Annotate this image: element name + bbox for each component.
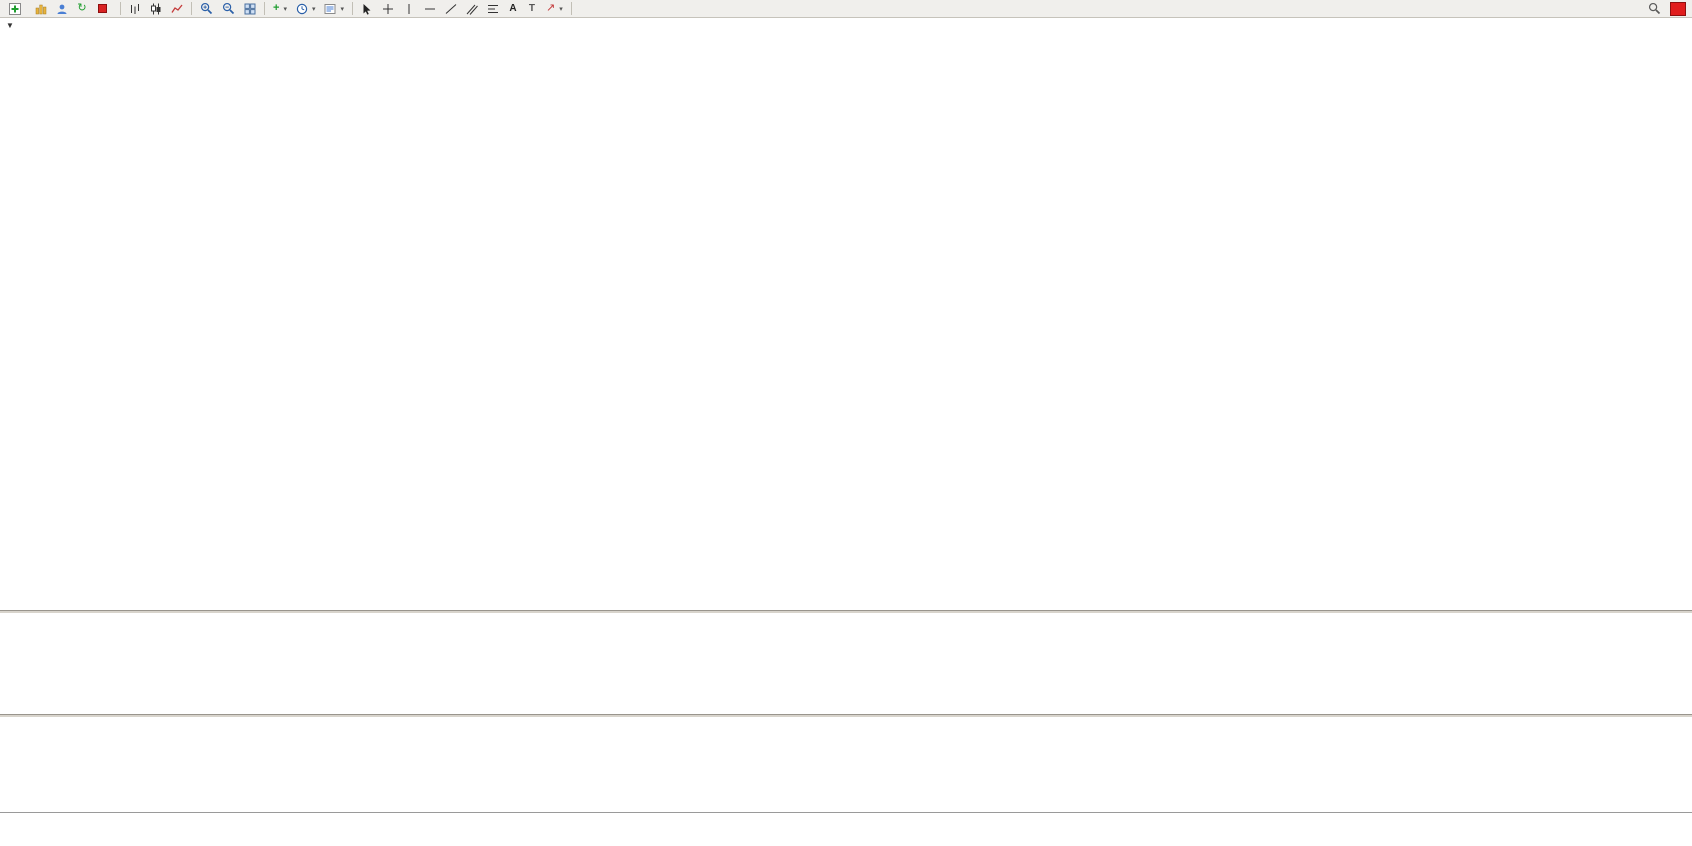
line-chart-type-button[interactable] — [167, 1, 187, 17]
market-watch-button[interactable] — [52, 1, 72, 17]
candlestick-chart-type-icon — [151, 3, 161, 14]
fibonacci-icon — [487, 4, 498, 13]
template-icon — [324, 3, 336, 14]
cursor-tool-button[interactable] — [357, 1, 377, 17]
zoom-in-button[interactable] — [196, 1, 217, 17]
trendline-icon — [445, 3, 457, 14]
zoom-in-icon — [200, 2, 213, 15]
channel-tool-button[interactable] — [462, 1, 482, 17]
new-order-icon — [9, 2, 21, 15]
toolbar-separator — [120, 2, 121, 15]
notification-badge[interactable] — [1670, 1, 1686, 16]
vertical-line-icon — [408, 3, 410, 14]
price-chart-pane[interactable] — [0, 18, 1692, 610]
chevron-down-icon: ▾ — [283, 5, 287, 13]
arrows-tool-button[interactable]: ↗ ▾ — [542, 1, 567, 17]
chart-profile-icon — [35, 4, 47, 14]
line-chart-type-icon — [171, 4, 183, 13]
autotrading-button[interactable] — [92, 1, 116, 17]
autotrading-icon — [98, 4, 107, 13]
toolbar-separator — [351, 2, 353, 15]
cursor-icon — [363, 3, 371, 15]
main-toolbar: ↻ + ▾ ▾ ▾ — [0, 0, 1692, 18]
rsi-pane[interactable] — [0, 718, 1692, 812]
zoom-out-icon — [222, 2, 235, 15]
arrow-tool-icon: ↗ — [545, 2, 556, 14]
clock-icon — [296, 3, 308, 14]
candlestick-chart-type-button[interactable] — [146, 1, 166, 17]
vertical-line-tool-button[interactable] — [399, 1, 419, 17]
pane-separator[interactable] — [0, 610, 1692, 614]
refresh-button[interactable]: ↻ — [73, 1, 91, 17]
new-order-button[interactable] — [3, 1, 30, 17]
search-button[interactable] — [1644, 1, 1665, 17]
horizontal-line-icon — [424, 8, 435, 9]
bar-chart-type-button[interactable] — [125, 1, 145, 17]
chart-profile-button[interactable] — [31, 1, 51, 17]
crosshair-icon — [382, 3, 393, 14]
chevron-down-icon: ▾ — [559, 5, 563, 13]
zoom-out-button[interactable] — [218, 1, 239, 17]
pane-separator[interactable] — [0, 714, 1692, 718]
toolbar-separator — [191, 2, 192, 15]
channel-icon — [466, 4, 478, 15]
chart-header: ▼ — [6, 21, 30, 30]
text-tool-button[interactable]: A — [504, 1, 522, 17]
market-watch-icon — [57, 4, 67, 14]
bar-chart-type-icon — [131, 3, 139, 14]
text-label-tool-button[interactable]: T — [523, 1, 541, 17]
time-axis[interactable] — [0, 812, 1692, 846]
toolbar-right-group — [1644, 1, 1689, 17]
templates-button[interactable]: ▾ — [320, 1, 348, 17]
tile-windows-icon — [244, 3, 256, 14]
macd-pane[interactable] — [0, 614, 1692, 714]
text-label-icon: T — [528, 2, 536, 14]
toolbar-separator — [570, 2, 572, 15]
horizontal-line-tool-button[interactable] — [420, 1, 440, 17]
periods-button[interactable]: ▾ — [292, 1, 320, 17]
chevron-down-icon: ▾ — [311, 5, 316, 13]
indicators-button[interactable]: + ▾ — [269, 1, 291, 17]
trendline-tool-button[interactable] — [441, 1, 461, 17]
search-icon — [1648, 2, 1661, 15]
refresh-icon: ↻ — [77, 2, 87, 14]
indicators-icon: + — [273, 2, 280, 14]
fibonacci-tool-button[interactable] — [483, 1, 503, 17]
toolbar-separator — [264, 2, 265, 15]
text-tool-icon: A — [509, 2, 517, 14]
crosshair-tool-button[interactable] — [378, 1, 398, 17]
chevron-down-icon: ▾ — [340, 5, 344, 13]
chevron-down-icon[interactable]: ▼ — [6, 21, 14, 30]
tile-windows-button[interactable] — [240, 1, 260, 17]
